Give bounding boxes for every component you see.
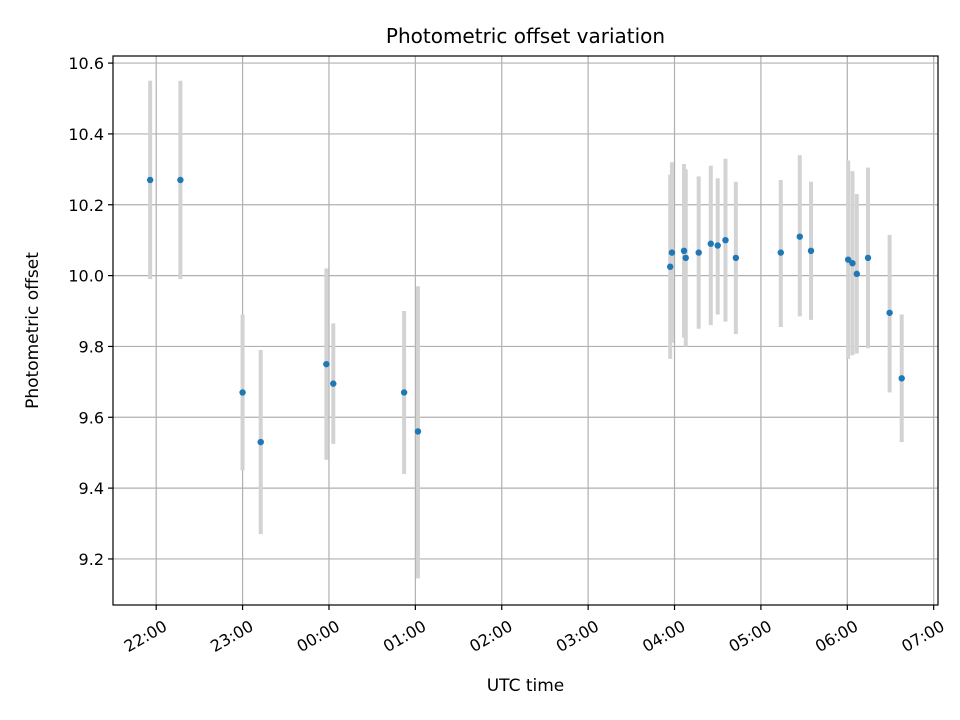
y-tick-label: 10.0 bbox=[68, 267, 104, 286]
x-tick-label: 00:00 bbox=[294, 616, 343, 656]
x-tick-label: 02:00 bbox=[466, 616, 515, 656]
data-points bbox=[146, 176, 905, 446]
data-point bbox=[849, 260, 856, 267]
data-point bbox=[695, 249, 702, 256]
chart-title: Photometric offset variation bbox=[386, 24, 665, 48]
data-point bbox=[323, 360, 330, 368]
plot-frame bbox=[112, 55, 939, 606]
x-axis-label: UTC time bbox=[487, 676, 565, 696]
y-tick-label: 10.4 bbox=[68, 125, 104, 144]
data-point bbox=[330, 380, 337, 387]
x-tick-label: 05:00 bbox=[725, 616, 774, 656]
x-axis-ticks: 22:00 23:00 00:00 01:00 02:00 03:00 04:00 05:00… bbox=[121, 605, 948, 656]
x-tick-label: 06:00 bbox=[812, 616, 861, 656]
y-axis-label: Photometric offset bbox=[23, 252, 43, 409]
data-point bbox=[777, 249, 784, 256]
data-point bbox=[414, 428, 422, 435]
y-tick-label: 9.4 bbox=[79, 479, 104, 498]
x-tick-label: 04:00 bbox=[639, 616, 688, 656]
data-point bbox=[682, 254, 689, 262]
data-point bbox=[668, 249, 676, 256]
data-point bbox=[886, 309, 893, 316]
y-axis-ticks: 9.2 9.4 9.6 9.8 10.0 10.2 10.4 10.6 bbox=[68, 54, 113, 569]
data-point bbox=[146, 176, 154, 184]
error-bars bbox=[148, 80, 904, 579]
y-tick-label: 9.8 bbox=[79, 337, 104, 356]
data-point bbox=[853, 270, 860, 278]
y-tick-label: 10.2 bbox=[68, 196, 104, 215]
data-point bbox=[844, 256, 852, 263]
grid-lines bbox=[113, 56, 938, 605]
x-tick-label: 01:00 bbox=[380, 616, 429, 656]
data-point bbox=[257, 438, 264, 446]
x-tick-label: 22:00 bbox=[121, 616, 170, 656]
data-point bbox=[707, 240, 715, 247]
y-tick-label: 10.6 bbox=[68, 54, 104, 73]
data-point bbox=[400, 389, 408, 396]
data-point bbox=[807, 247, 815, 255]
x-tick-label: 23:00 bbox=[207, 616, 256, 656]
data-point bbox=[666, 263, 674, 270]
data-point bbox=[732, 254, 740, 262]
data-point bbox=[864, 254, 872, 262]
data-point bbox=[714, 242, 721, 249]
x-tick-label: 03:00 bbox=[553, 616, 602, 656]
data-point bbox=[680, 247, 688, 255]
y-tick-label: 9.6 bbox=[79, 408, 104, 427]
y-tick-label: 9.2 bbox=[79, 550, 104, 569]
data-point bbox=[796, 233, 803, 240]
data-point bbox=[239, 389, 246, 396]
x-tick-label: 07:00 bbox=[898, 616, 947, 656]
data-point bbox=[722, 236, 729, 244]
data-point bbox=[898, 375, 905, 382]
data-point bbox=[177, 176, 184, 184]
